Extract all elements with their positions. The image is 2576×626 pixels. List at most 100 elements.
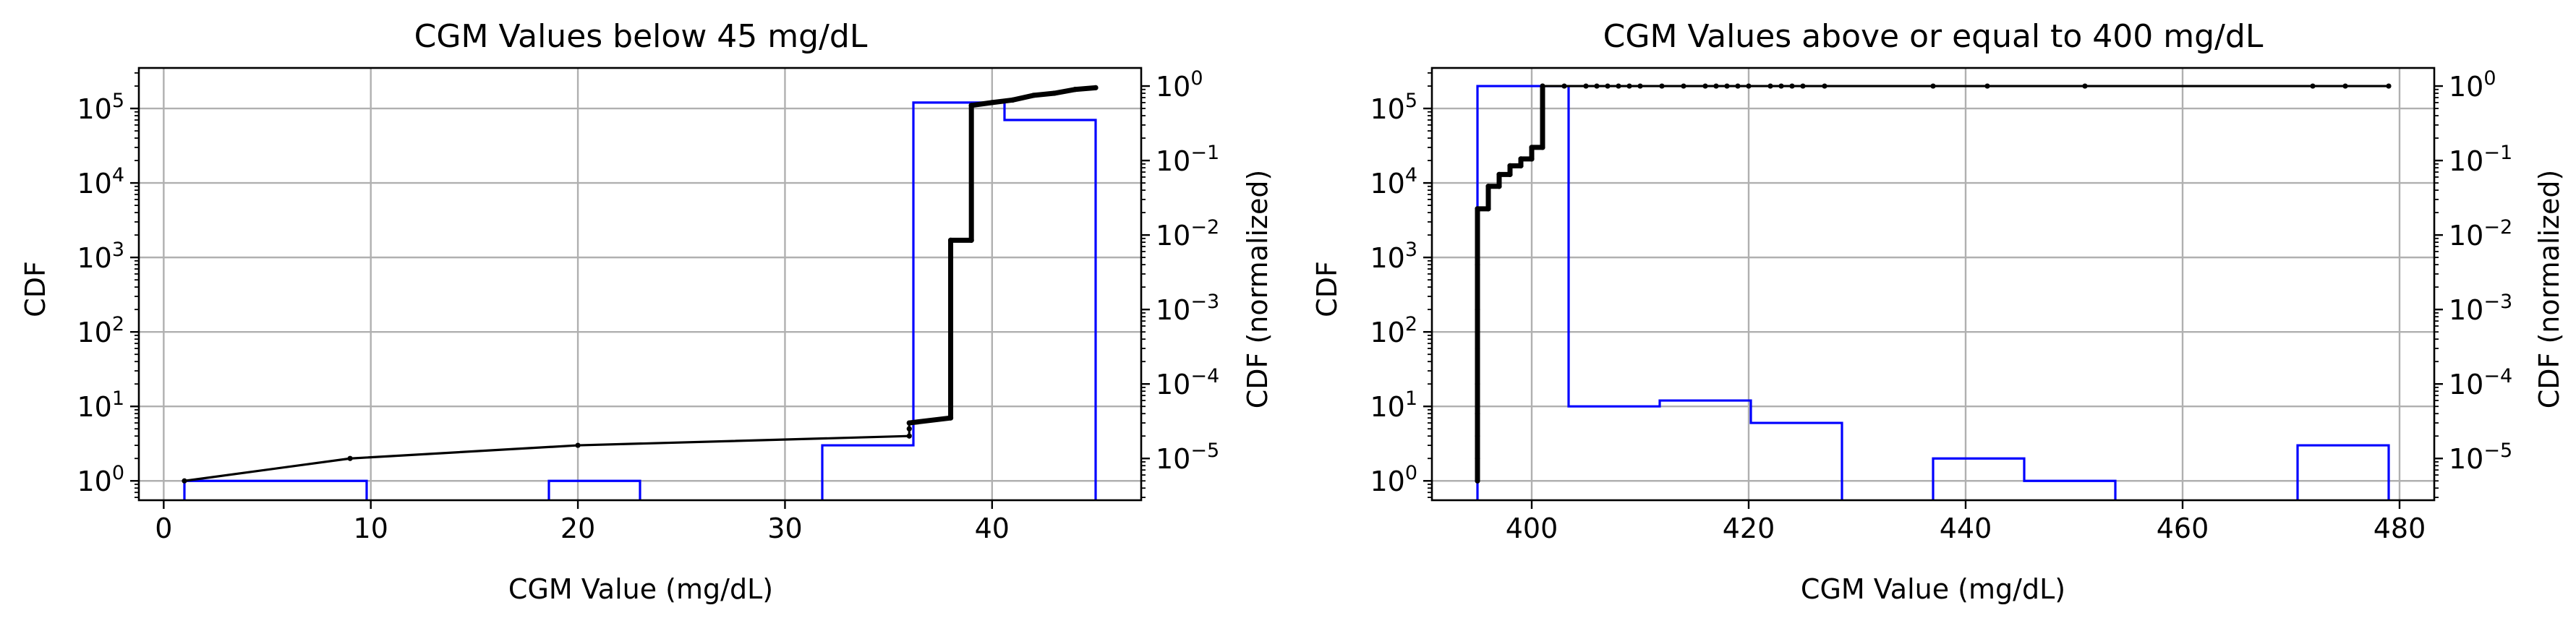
cdf-point xyxy=(1072,87,1078,93)
cdf-segment xyxy=(1031,90,1057,98)
cdf-segment xyxy=(183,457,351,482)
y-axis-label-right: CDF (normalized) xyxy=(1242,170,1274,409)
x-axis-label: CGM Value (mg/dL) xyxy=(1801,573,2065,605)
y-tick-label-left: 104 xyxy=(77,164,124,200)
y-tick-label-left: 103 xyxy=(77,239,124,274)
x-tick-label: 460 xyxy=(2157,513,2209,544)
cdf-point xyxy=(1626,83,1632,89)
axes-frame xyxy=(1430,67,2436,502)
y-tick-label-left: 105 xyxy=(1370,90,1417,125)
cdf-point xyxy=(1746,83,1752,89)
cdf-point xyxy=(1518,156,1524,162)
axes-frame xyxy=(137,67,1143,502)
cdf-point xyxy=(1052,90,1057,96)
cdf-point xyxy=(947,415,954,421)
cdf-point xyxy=(1475,262,1480,267)
cdf-point xyxy=(906,420,912,426)
y-tick-label-left: 100 xyxy=(1370,462,1417,497)
y-tick-label-right: 10−4 xyxy=(2449,365,2512,400)
cdf-point xyxy=(1702,83,1708,89)
chart-cgm-above-400: CGM Values above or equal to 400 mg/dL 4… xyxy=(1311,18,2565,605)
cdf-point xyxy=(1093,85,1099,90)
y-tick-label-right: 10−5 xyxy=(1156,440,1219,475)
y-tick-label-right: 10−1 xyxy=(2449,142,2512,177)
cdf-point xyxy=(1616,83,1621,89)
cdf-point xyxy=(1605,83,1611,89)
x-tick-label: 400 xyxy=(1506,513,1558,544)
cdf-point xyxy=(1778,83,1784,89)
cdf-point xyxy=(1485,184,1491,189)
cdf-point xyxy=(968,237,974,243)
y-tick-label-left: 102 xyxy=(77,313,124,348)
cdf-segment xyxy=(576,434,910,447)
x-tick-label: 0 xyxy=(155,513,172,544)
cdf-segment xyxy=(906,415,954,426)
y-tick-label-left: 101 xyxy=(77,387,124,423)
y-tick-label-right: 10−4 xyxy=(1156,365,1219,400)
y-tick-label-left: 100 xyxy=(77,462,124,497)
y-tick-label-right: 100 xyxy=(2449,67,2496,103)
y-axis-label-right: CDF (normalized) xyxy=(2533,170,2565,409)
cdf-point xyxy=(1713,83,1719,89)
cdf-point xyxy=(1800,83,1806,89)
cdf-point xyxy=(1561,83,1567,89)
cdf-point xyxy=(1594,83,1600,89)
y-tick-label-left: 104 xyxy=(1370,164,1417,200)
cdf-segment xyxy=(349,444,579,460)
cdf-point xyxy=(2342,83,2348,89)
cdf-point xyxy=(1475,381,1480,387)
cdf-point xyxy=(1475,433,1480,439)
y-axis-label-left: CDF xyxy=(1311,261,1343,317)
cdf-segment xyxy=(989,97,1015,106)
cdf-point xyxy=(1735,83,1741,89)
y-tick-label-right: 10−1 xyxy=(1156,142,1219,177)
cdf-segment xyxy=(1010,93,1036,103)
y-tick-label-right: 10−5 xyxy=(2449,440,2512,475)
cdf-point xyxy=(2386,83,2392,89)
cdf-point xyxy=(182,478,187,484)
cdf-point xyxy=(968,103,974,108)
x-tick-label: 480 xyxy=(2374,513,2426,544)
y-tick-label-left: 101 xyxy=(1370,387,1417,423)
x-tick-label: 20 xyxy=(560,513,595,544)
y-tick-label-right: 100 xyxy=(1156,67,1203,103)
cdf-point xyxy=(1789,83,1795,89)
cdf-point xyxy=(1485,206,1491,212)
cdf-point xyxy=(1475,455,1480,461)
cdf-point xyxy=(1637,83,1643,89)
y-tick-label-left: 105 xyxy=(77,90,124,125)
x-tick-label: 30 xyxy=(767,513,802,544)
cdf-segment xyxy=(1072,85,1099,93)
cdf-point xyxy=(906,433,912,439)
cdf-point xyxy=(1724,83,1730,89)
cdf-point xyxy=(2082,83,2088,89)
cdf-point xyxy=(1984,83,1990,89)
cdf-point xyxy=(1475,411,1480,416)
cdf-point xyxy=(1659,83,1665,89)
plot-area: 400 420 440 460 480 100 101 102 103 104 105 10−5 10−… xyxy=(1370,67,2512,544)
cdf-point xyxy=(1767,83,1773,89)
x-tick-label: 40 xyxy=(975,513,1010,544)
cdf-point xyxy=(1507,163,1513,168)
x-axis-label: CGM Value (mg/dL) xyxy=(508,573,773,605)
cdf-point xyxy=(575,442,581,448)
x-tick-label: 440 xyxy=(1940,513,1992,544)
y-tick-label-right: 10−2 xyxy=(2449,216,2512,252)
histogram xyxy=(1476,85,2390,500)
cdf-point xyxy=(1681,83,1686,89)
cdf-point xyxy=(1475,346,1480,351)
chart-title: CGM Values below 45 mg/dL xyxy=(414,18,868,55)
cdf-point xyxy=(2310,83,2316,89)
cdf-point xyxy=(906,426,912,432)
cdf-point xyxy=(1540,83,1545,89)
y-tick-label-right: 10−3 xyxy=(2449,291,2512,326)
histogram xyxy=(183,101,1097,500)
y-tick-label-left: 102 xyxy=(1370,313,1417,348)
cdf-point xyxy=(1583,83,1589,89)
cdf-point xyxy=(947,237,954,243)
cdf-point xyxy=(1540,145,1545,150)
cdf-point xyxy=(1031,93,1036,98)
y-tick-label-right: 10−2 xyxy=(1156,216,1219,252)
plot-area: 0 10 20 30 40 100 101 102 103 104 105 10−5 10−4 10−3 1… xyxy=(77,67,1219,544)
